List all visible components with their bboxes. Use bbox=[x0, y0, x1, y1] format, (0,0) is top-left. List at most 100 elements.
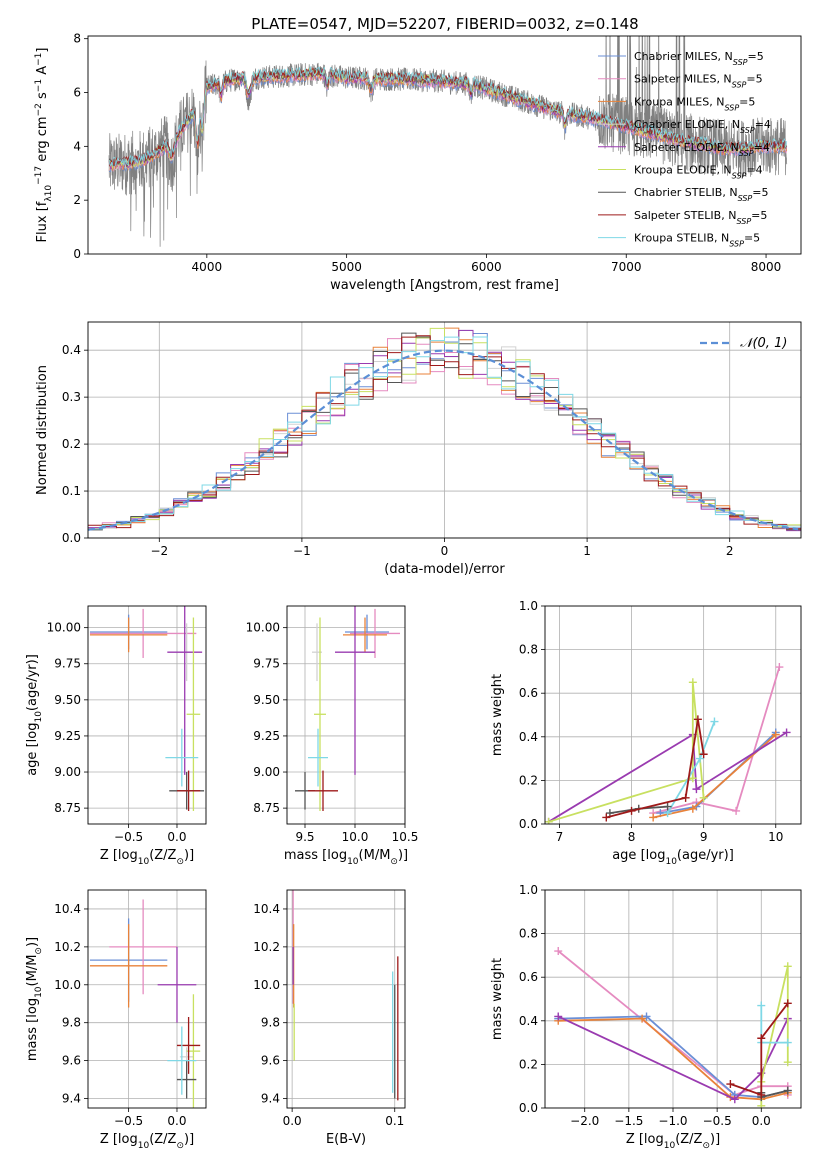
x-tick-label: −0.5 bbox=[703, 1114, 732, 1128]
y-tick-label: 9.25 bbox=[253, 729, 280, 743]
label-part: )] bbox=[398, 848, 408, 863]
y-tick-label: 10.00 bbox=[47, 621, 81, 635]
mass-vs-Z-plot-area bbox=[88, 890, 206, 1108]
y-tick-label: 10.0 bbox=[253, 978, 280, 992]
label-part: (age/yr)] bbox=[25, 654, 40, 711]
y-tick-label: 0.0 bbox=[62, 531, 81, 545]
legend-entry-salpeter-elodie: Salpeter ELODIE, NSSP=4 bbox=[634, 141, 770, 158]
legend-entry-kroupa-elodie: Kroupa ELODIE, NSSP=4 bbox=[634, 164, 763, 181]
weight-marker-kroupa-stelib bbox=[696, 754, 705, 763]
weight-marker-kroupa-miles bbox=[638, 1014, 647, 1023]
y-axis-label: Flux [fλ10−17 erg cm−2 s−1 A−1] bbox=[34, 48, 54, 243]
label-part: −2 bbox=[34, 103, 44, 116]
label-part: age [log bbox=[612, 848, 665, 863]
label-part: Z [log bbox=[626, 1132, 664, 1147]
spectrum-axes: 4000 5000 6000 7000 8000 0 2 4 6 8 wavelength [Ang… bbox=[34, 32, 802, 293]
weight-line-salpeter-stelib bbox=[730, 1002, 789, 1097]
x-tick-label: 9.5 bbox=[295, 830, 314, 844]
axes-frame bbox=[87, 605, 207, 825]
weight-marker-chabrier-stelib bbox=[663, 802, 672, 811]
weight-marker-salpeter-stelib bbox=[783, 999, 792, 1008]
label-part: A bbox=[35, 66, 50, 79]
weight-marker-salpeter-stelib bbox=[681, 793, 690, 802]
weight-line-salpeter-miles bbox=[652, 666, 781, 814]
legend-entry-chabrier-elodie: Chabrier ELODIE, NSSP=4 bbox=[634, 118, 771, 135]
label-part: ⊙ bbox=[176, 1141, 184, 1151]
weight-line-salpeter-elodie bbox=[557, 1015, 789, 1101]
label-part: 10 bbox=[44, 185, 54, 197]
y-tick-label: 9.75 bbox=[253, 657, 280, 671]
label-part: ] bbox=[35, 48, 50, 53]
label-part: age [log bbox=[25, 723, 40, 776]
label-part: (M/M bbox=[25, 955, 40, 987]
y-tick-label: 4 bbox=[73, 139, 81, 153]
x-tick-label: −1.5 bbox=[614, 1114, 643, 1128]
x-tick-label: 2 bbox=[726, 544, 734, 558]
weight-marker-salpeter-miles bbox=[775, 663, 784, 672]
weight-marker-salpeter-elodie bbox=[692, 785, 701, 794]
y-tick-label: 10.2 bbox=[54, 940, 81, 954]
y-tick-label: 9.8 bbox=[261, 1016, 280, 1030]
residuals-plot-area bbox=[88, 322, 801, 538]
weight-marker-kroupa-elodie bbox=[783, 962, 792, 971]
y-tick-label: 10.4 bbox=[54, 902, 81, 916]
label-part: )] bbox=[184, 1132, 194, 1147]
x-axis-label: mass [log10(M/M⊙)] bbox=[284, 848, 408, 867]
weight-line-kroupa-elodie bbox=[760, 966, 789, 1106]
x-tick-label: −2.0 bbox=[570, 1114, 599, 1128]
x-tick-label: −1 bbox=[293, 544, 311, 558]
y-tick-label: 9.4 bbox=[261, 1092, 280, 1106]
axes-frame bbox=[286, 605, 406, 825]
y-tick-label: 10.4 bbox=[253, 902, 280, 916]
weight-marker-salpeter-stelib bbox=[699, 750, 708, 759]
label-part: 10 bbox=[138, 857, 150, 867]
label-part: −17 bbox=[34, 166, 44, 185]
label-part: ⊙ bbox=[34, 947, 44, 955]
x-tick-label: −0.5 bbox=[114, 1114, 143, 1128]
weight-marker-kroupa-miles bbox=[771, 730, 780, 739]
y-tick-label: 8 bbox=[73, 32, 81, 46]
weight-marker-kroupa-elodie bbox=[545, 817, 553, 824]
label-part: 10 bbox=[138, 1141, 150, 1151]
weight-marker-salpeter-miles bbox=[732, 806, 741, 815]
y-tick-label: 0.4 bbox=[519, 1014, 538, 1028]
label-part: λ bbox=[44, 196, 54, 202]
y-tick-label: 2 bbox=[73, 193, 81, 207]
x-tick-label: 0.0 bbox=[752, 1114, 771, 1128]
x-axis-label: Z [log10(Z/Z⊙)] bbox=[626, 1132, 720, 1151]
x-axis-label: age [log10(age/yr)] bbox=[612, 848, 734, 867]
y-axis-label: Normed distribution bbox=[35, 365, 50, 495]
label-part: (M/M bbox=[359, 848, 391, 863]
y-axis-label: mass weight bbox=[490, 958, 505, 1040]
x-tick-label: 10.5 bbox=[392, 830, 419, 844]
y-tick-label: 9.6 bbox=[62, 1054, 81, 1068]
weight-marker-salpeter-stelib bbox=[627, 806, 636, 815]
weight-marker-kroupa-elodie bbox=[699, 793, 708, 802]
weight-marker-salpeter-stelib bbox=[757, 1034, 766, 1043]
y-tick-label: 0.6 bbox=[519, 686, 538, 700]
x-tick-label: −2 bbox=[150, 544, 168, 558]
label-part: −1 bbox=[34, 53, 44, 66]
label-part: Z [log bbox=[100, 1132, 138, 1147]
legend-entry-chabrier-stelib: Chabrier STELIB, NSSP=5 bbox=[634, 186, 768, 203]
label-part: 10 bbox=[34, 711, 44, 723]
y-tick-label: 0.8 bbox=[519, 643, 538, 657]
residual-histogram-kroupa-elodie bbox=[88, 327, 801, 530]
x-tick-label: −1.0 bbox=[658, 1114, 687, 1128]
y-tick-label: 0.4 bbox=[519, 730, 538, 744]
y-tick-label: 0 bbox=[73, 247, 81, 261]
weight-marker-salpeter-stelib bbox=[726, 1080, 735, 1089]
weight-line-kroupa-elodie bbox=[548, 682, 705, 823]
x-tick-label: 1 bbox=[583, 544, 591, 558]
y-tick-label: 9.00 bbox=[253, 765, 280, 779]
mass-vs-Z-axes: −0.5 0.09.49.69.810.010.210.4Z [log10(Z/Z… bbox=[25, 889, 207, 1151]
model-spectrum-line-kroupa-stelib bbox=[108, 66, 788, 167]
label-part: mass [log bbox=[25, 998, 40, 1061]
axes-frame bbox=[544, 605, 802, 825]
y-tick-label: 8.75 bbox=[253, 801, 280, 815]
weight-marker-kroupa-elodie bbox=[757, 1101, 766, 1108]
label-part: ⊙ bbox=[176, 857, 184, 867]
weight-vs-age-plot-area bbox=[545, 606, 801, 824]
y-axis-label: mass [log10(M/M⊙)] bbox=[25, 937, 44, 1061]
